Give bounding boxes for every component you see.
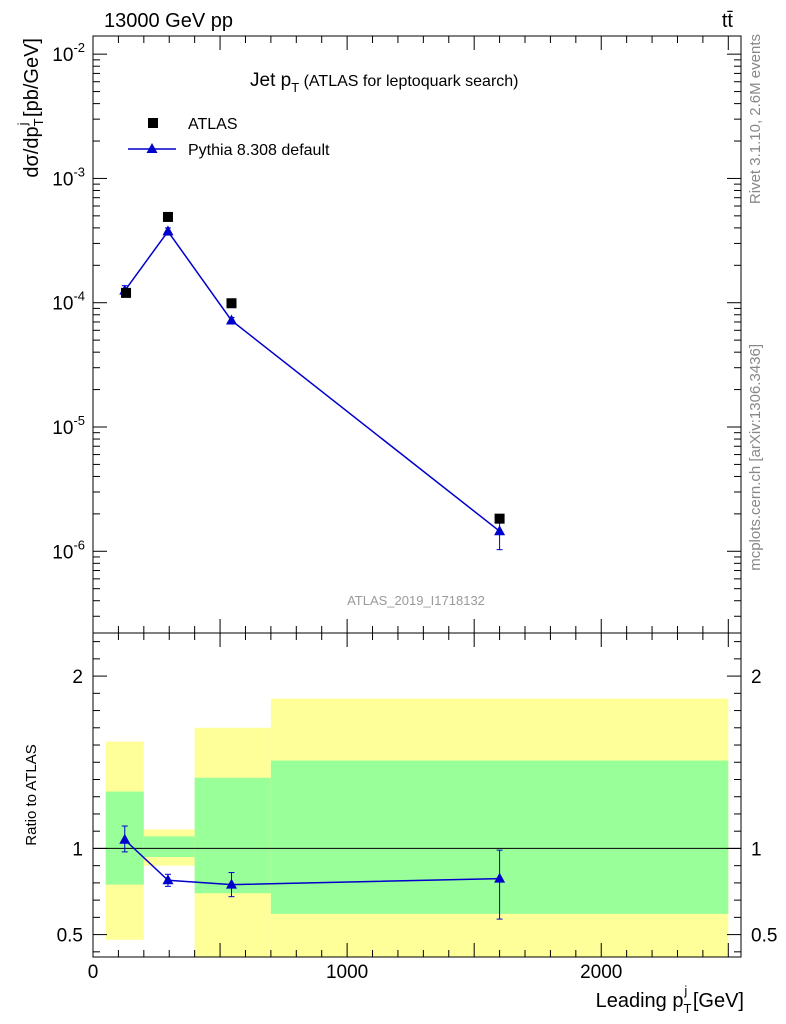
ratio-mc-line xyxy=(124,839,500,886)
ratio-band-inner xyxy=(194,777,271,894)
main-data-layer xyxy=(119,211,506,551)
ratio-y-tick-label-right: 1 xyxy=(751,839,762,860)
ratio-x-ticks xyxy=(92,633,729,957)
main-y-tick-label: 10-3 xyxy=(52,164,85,190)
main-y-axis-label-sup: j xyxy=(15,122,30,126)
ratio-y-tick-label-left: 2 xyxy=(72,667,83,688)
main-y-axis-label-sub: T xyxy=(31,118,46,126)
main-y-tick-label-base: 10 xyxy=(52,542,73,563)
plot-title-main: Jet p xyxy=(250,70,291,91)
ratio-y-tick-label-left: 0.5 xyxy=(57,926,83,947)
plot-title-rest: (ATLAS for leptoquark search) xyxy=(299,73,518,90)
main-y-axis-label-a: dσ/dp xyxy=(21,126,43,177)
rivet-version-label: Rivet 3.1.10, 2.6M events xyxy=(747,34,764,204)
main-y-tick-label-base: 10 xyxy=(52,294,73,315)
ratio-y-axis-label: Ratio to ATLAS xyxy=(23,744,40,845)
ratio-panel: 0.5 0.5 1 1 2 2 Ratio to ATLAS xyxy=(23,632,778,958)
ratio-y-tick-labels: 0.5 0.5 1 1 2 2 xyxy=(57,667,778,947)
ratio-band-inner xyxy=(143,836,195,858)
analysis-id-label: ATLAS_2019_I1718132 xyxy=(347,593,485,608)
plot-title-sub: T xyxy=(291,80,299,95)
ratio-mc-point xyxy=(494,872,506,883)
main-y-tick-label-exp: -6 xyxy=(73,537,85,552)
mc-line xyxy=(124,230,501,532)
ratio-data-layer xyxy=(119,825,506,920)
main-y-tick-label-base: 10 xyxy=(52,418,73,439)
plot-title: Jet pT (ATLAS for leptoquark search) xyxy=(250,70,519,95)
main-y-tick-label-exp: -5 xyxy=(73,413,85,428)
x-axis-label-sub: T xyxy=(683,1001,691,1016)
main-y-tick-label: 10-2 xyxy=(52,40,85,66)
x-axis-label-a: Leading p xyxy=(596,990,684,1012)
legend-atlas-label: ATLAS xyxy=(188,116,238,133)
x-tick-label: 1000 xyxy=(326,962,368,983)
x-tick-label: 0 xyxy=(88,962,99,983)
mc-point xyxy=(162,225,174,236)
x-axis-label-sup: j xyxy=(683,983,687,998)
main-y-axis-label: dσ/dpTj [pb/GeV] xyxy=(15,38,46,178)
ratio-plot-frame xyxy=(92,632,742,958)
atlas-point xyxy=(226,298,237,309)
atlas-point xyxy=(121,287,132,298)
legend-atlas-marker xyxy=(148,118,158,128)
main-panel: 10-210-310-410-510-6 Jet pT (ATLAS for l… xyxy=(15,35,742,634)
ratio-y-tick-label-right: 2 xyxy=(751,667,762,688)
main-y-tick-label-base: 10 xyxy=(52,169,73,190)
x-axis-label: Leading pTj [GeV] xyxy=(596,983,744,1016)
mc-point xyxy=(494,525,506,536)
x-axis-label-b: [GeV] xyxy=(687,990,744,1012)
main-y-tick-label-exp: -2 xyxy=(73,40,85,55)
main-y-tick-label: 10-5 xyxy=(52,413,85,439)
legend: ATLAS Pythia 8.308 default xyxy=(128,116,330,159)
main-y-axis-label-b: [pb/GeV] xyxy=(21,38,43,123)
main-x-ticks xyxy=(92,36,729,633)
atlas-point xyxy=(162,211,173,222)
ratio-bands xyxy=(105,698,729,957)
header-right: tt̄ xyxy=(722,10,734,32)
ratio-mc-point xyxy=(225,878,237,889)
main-y-tick-label-exp: -4 xyxy=(73,289,85,304)
main-y-tick-label-base: 10 xyxy=(52,45,73,66)
legend-mc-label: Pythia 8.308 default xyxy=(188,142,330,159)
main-y-tick-label: 10-6 xyxy=(52,537,85,563)
main-y-ticks xyxy=(93,53,741,617)
ratio-y-tick-label-right: 0.5 xyxy=(751,926,777,947)
main-y-tick-labels: 10-210-310-410-510-6 xyxy=(52,40,85,563)
legend-mc-marker xyxy=(146,143,158,153)
mcplots-label: mcplots.cern.ch [arXiv:1306.3436] xyxy=(747,344,764,571)
main-y-tick-label: 10-4 xyxy=(52,289,85,315)
main-y-tick-label-exp: -3 xyxy=(73,164,85,179)
x-tick-label: 2000 xyxy=(580,962,622,983)
mc-point xyxy=(225,314,237,325)
x-tick-labels: 0 1000 2000 xyxy=(88,962,623,983)
ratio-mc-point xyxy=(162,874,174,885)
header-left: 13000 GeV pp xyxy=(104,10,233,32)
atlas-point xyxy=(494,513,505,524)
ratio-mc-point xyxy=(119,833,131,844)
ratio-y-tick-label-left: 1 xyxy=(72,839,83,860)
